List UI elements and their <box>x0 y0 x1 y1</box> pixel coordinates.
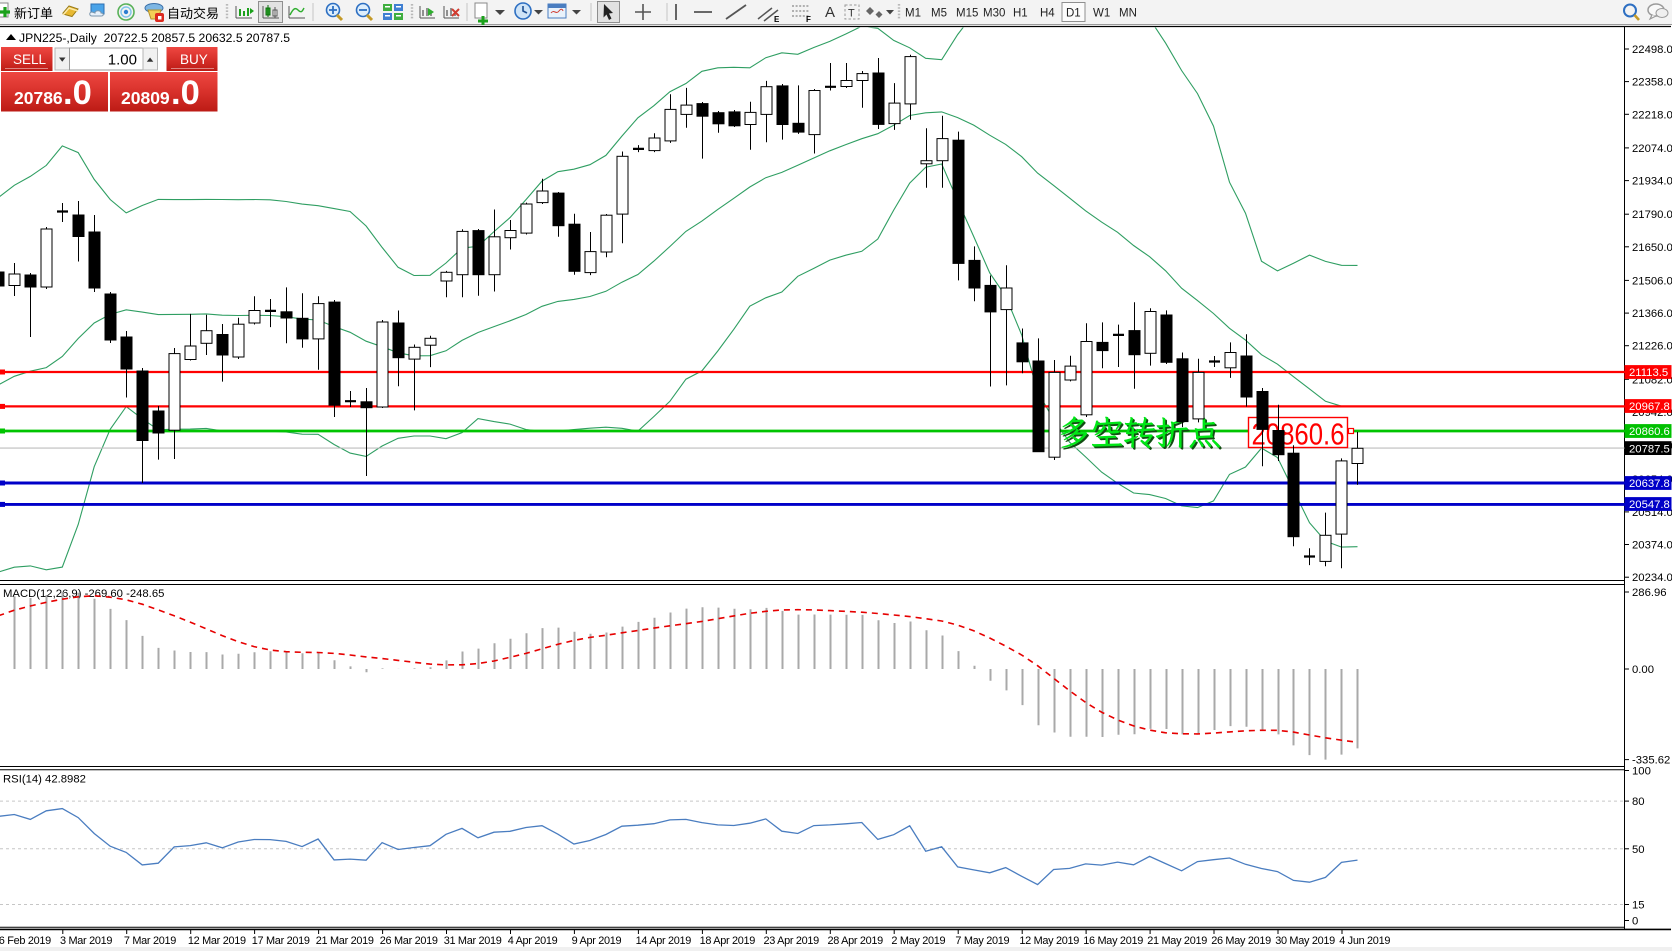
svg-text:4 Jun 2019: 4 Jun 2019 <box>1339 935 1390 947</box>
svg-text:12 May 2019: 12 May 2019 <box>1019 935 1079 947</box>
svg-text:20547.8: 20547.8 <box>1629 499 1670 511</box>
svg-text:7 Mar 2019: 7 Mar 2019 <box>124 935 176 947</box>
svg-text:RSI(14) 42.8982: RSI(14) 42.8982 <box>3 774 86 786</box>
svg-text:20374.0: 20374.0 <box>1632 540 1672 552</box>
svg-text:21790.0: 21790.0 <box>1632 209 1672 221</box>
svg-text:17 Mar 2019: 17 Mar 2019 <box>252 935 310 947</box>
svg-text:W1: W1 <box>1093 8 1110 20</box>
svg-text:22074.0: 22074.0 <box>1632 143 1672 155</box>
svg-text:286.96: 286.96 <box>1632 587 1667 599</box>
svg-text:21506.0: 21506.0 <box>1632 275 1672 287</box>
svg-text:21934.0: 21934.0 <box>1632 176 1672 188</box>
svg-text:M5: M5 <box>931 8 947 20</box>
svg-text:20967.8: 20967.8 <box>1629 401 1670 413</box>
svg-text:20809: 20809 <box>121 88 170 108</box>
svg-text:20637.8: 20637.8 <box>1629 478 1670 490</box>
svg-text:-335.62: -335.62 <box>1632 755 1670 767</box>
svg-text:H4: H4 <box>1040 8 1055 20</box>
svg-text:E: E <box>774 15 780 24</box>
svg-text:D1: D1 <box>1066 8 1081 20</box>
svg-text:.0: .0 <box>171 74 200 112</box>
svg-text:3 Mar 2019: 3 Mar 2019 <box>60 935 112 947</box>
svg-text:18 Apr 2019: 18 Apr 2019 <box>700 935 756 947</box>
svg-text:21 Mar 2019: 21 Mar 2019 <box>316 935 374 947</box>
svg-text:20787.5: 20787.5 <box>1629 443 1670 455</box>
svg-text:26 May 2019: 26 May 2019 <box>1211 935 1271 947</box>
svg-text:1.00: 1.00 <box>108 52 137 69</box>
svg-text:26 Mar 2019: 26 Mar 2019 <box>380 935 438 947</box>
svg-text:20786: 20786 <box>14 88 63 108</box>
svg-text:T: T <box>848 8 855 20</box>
svg-text:BUY: BUY <box>180 52 208 67</box>
svg-text:23 Apr 2019: 23 Apr 2019 <box>764 935 820 947</box>
svg-text:20234.0: 20234.0 <box>1632 572 1672 584</box>
svg-text:0.00: 0.00 <box>1632 664 1654 676</box>
svg-text:28 Apr 2019: 28 Apr 2019 <box>828 935 884 947</box>
svg-text:50: 50 <box>1632 844 1645 856</box>
svg-text:7 May 2019: 7 May 2019 <box>955 935 1009 947</box>
svg-text:31 Mar 2019: 31 Mar 2019 <box>444 935 502 947</box>
svg-text:H1: H1 <box>1013 8 1028 20</box>
svg-text:M1: M1 <box>905 8 921 20</box>
svg-text:A: A <box>825 4 835 21</box>
svg-text:SELL: SELL <box>13 52 47 67</box>
svg-text:22218.0: 22218.0 <box>1632 109 1672 121</box>
svg-text:21 May 2019: 21 May 2019 <box>1147 935 1207 947</box>
svg-text:21226.0: 21226.0 <box>1632 341 1672 353</box>
svg-text:80: 80 <box>1632 796 1645 808</box>
svg-text:0: 0 <box>1632 916 1638 928</box>
svg-text:20860.6: 20860.6 <box>1629 426 1670 438</box>
svg-text:21113.5: 21113.5 <box>1629 367 1668 379</box>
svg-text:M30: M30 <box>983 8 1005 20</box>
svg-text:MACD(12,26,9) -269.60 -248.65: MACD(12,26,9) -269.60 -248.65 <box>3 588 164 600</box>
svg-text:JPN225-,Daily 20722.5 20857.5: JPN225-,Daily 20722.5 20857.5 20632.5 20… <box>19 31 290 45</box>
svg-text:M15: M15 <box>956 8 978 20</box>
svg-text:12 Mar 2019: 12 Mar 2019 <box>188 935 246 947</box>
svg-text:15: 15 <box>1632 900 1645 912</box>
svg-text:14 Apr 2019: 14 Apr 2019 <box>636 935 692 947</box>
svg-text:22498.0: 22498.0 <box>1632 44 1672 56</box>
svg-text:MN: MN <box>1119 8 1137 20</box>
svg-text:4 Apr 2019: 4 Apr 2019 <box>508 935 558 947</box>
svg-text:9 Apr 2019: 9 Apr 2019 <box>572 935 622 947</box>
svg-text:22358.0: 22358.0 <box>1632 77 1672 89</box>
svg-text:26 Feb 2019: 26 Feb 2019 <box>0 935 51 947</box>
svg-text:16 May 2019: 16 May 2019 <box>1083 935 1143 947</box>
svg-text:21650.0: 21650.0 <box>1632 242 1672 254</box>
svg-text:2 May 2019: 2 May 2019 <box>891 935 945 947</box>
svg-text:100: 100 <box>1632 766 1651 778</box>
svg-text:21366.0: 21366.0 <box>1632 308 1672 320</box>
svg-text:F: F <box>806 15 811 24</box>
svg-text:.0: .0 <box>63 74 92 112</box>
svg-text:30 May 2019: 30 May 2019 <box>1275 935 1335 947</box>
